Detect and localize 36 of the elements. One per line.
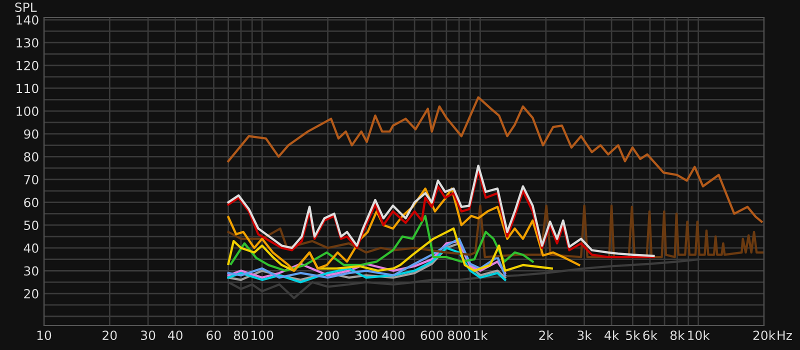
x-tick-label: 10k — [688, 330, 710, 340]
y-tick-label: 60 — [24, 198, 38, 208]
x-tick-label: 100 — [252, 330, 274, 340]
x-tick-label: 10 — [37, 330, 52, 340]
y-axis-title: SPL — [15, 2, 37, 12]
y-tick-label: 50 — [24, 220, 38, 230]
y-tick-label: 80 — [24, 152, 38, 162]
x-tick-label: 20 — [102, 330, 117, 340]
x-tick-label: 1k — [474, 330, 488, 340]
x-tick-label: 80 — [234, 330, 248, 340]
x-tick-label: 60 — [206, 330, 221, 340]
y-tick-label: 40 — [24, 243, 38, 253]
y-tick-label: 110 — [16, 84, 38, 94]
x-tick-label: 20k — [753, 330, 776, 340]
y-tick-label: 100 — [16, 106, 38, 116]
y-tick-label: 130 — [16, 38, 38, 48]
x-tick-label: 4k — [604, 330, 620, 340]
x-tick-label: 400 — [382, 330, 405, 340]
x-tick-label: 300 — [355, 330, 378, 340]
x-tick-label: 5k — [626, 330, 640, 340]
y-tick-label: 120 — [16, 60, 38, 70]
x-axis-title: Hz — [778, 330, 792, 340]
x-tick-label: 600 — [420, 330, 443, 340]
y-tick-label: 30 — [24, 266, 38, 276]
x-tick-label: 800 — [448, 330, 470, 340]
x-tick-label: 8k — [670, 330, 685, 340]
x-tick-label: 3k — [578, 330, 592, 340]
x-tick-label: 2k — [539, 330, 554, 340]
y-tick-label: 90 — [24, 129, 38, 139]
x-tick-label: 6k — [643, 330, 658, 340]
x-tick-label: 200 — [316, 330, 339, 340]
y-tick-label: 70 — [24, 174, 38, 184]
x-tick-label: 40 — [168, 330, 182, 340]
x-tick-label: 30 — [141, 330, 156, 340]
y-tick-label: 20 — [24, 289, 38, 298]
y-tick-label: 140 — [16, 15, 38, 25]
